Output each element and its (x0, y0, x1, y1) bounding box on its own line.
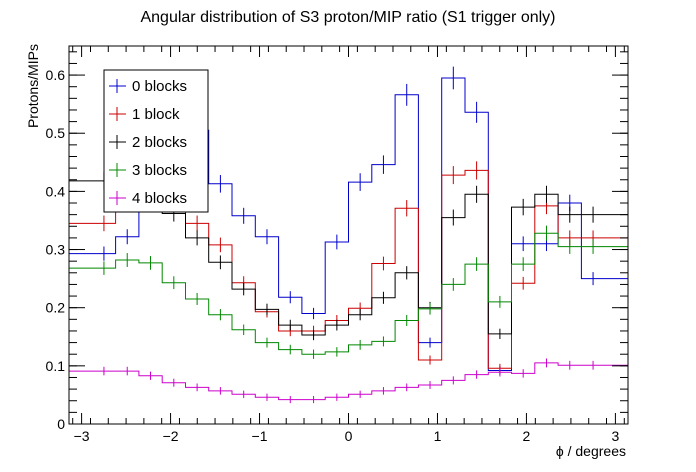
y-axis-label: Protons/MIPs (25, 44, 41, 128)
y-tick-label: 0.6 (46, 67, 66, 83)
y-tick-label: 0.5 (46, 125, 66, 141)
series-line (69, 232, 628, 355)
legend-entry: 2 blocks (132, 134, 187, 151)
x-tick-label: 0 (345, 428, 353, 444)
y-tick-label: 0.4 (46, 183, 66, 199)
series-line (69, 176, 628, 336)
x-axis-label: ϕ / degrees (556, 443, 626, 459)
y-tick-label: 0.2 (46, 300, 66, 316)
y-tick-label: 0.1 (46, 358, 66, 374)
x-tick-label: 3 (612, 428, 620, 444)
legend-entry: 0 blocks (132, 78, 187, 95)
axes: −3 −2 −1 0 1 2 3 0 0.1 0.2 0.3 0.4 0.5 0.6 (46, 45, 629, 444)
legend: 0 blocks 1 block 2 blocks 3 blocks 4 blocks (103, 69, 209, 213)
legend-box (103, 69, 209, 213)
x-tick-label: −3 (74, 428, 90, 444)
legend-entry: 4 blocks (132, 190, 187, 207)
series-4-blocks (69, 358, 628, 404)
legend-entry: 1 block (132, 106, 180, 123)
series-line (69, 362, 628, 401)
series-3-blocks (69, 225, 628, 359)
x-tick-label: −2 (163, 428, 179, 444)
y-tick-label: 0.3 (46, 242, 66, 258)
y-tick-label: 0 (57, 416, 65, 432)
x-tick-label: −1 (252, 428, 268, 444)
x-tick-label: 1 (434, 428, 442, 444)
chart-title: Angular distribution of S3 proton/MIP ra… (140, 9, 555, 26)
legend-entry: 3 blocks (132, 162, 187, 179)
x-tick-label: 2 (523, 428, 531, 444)
